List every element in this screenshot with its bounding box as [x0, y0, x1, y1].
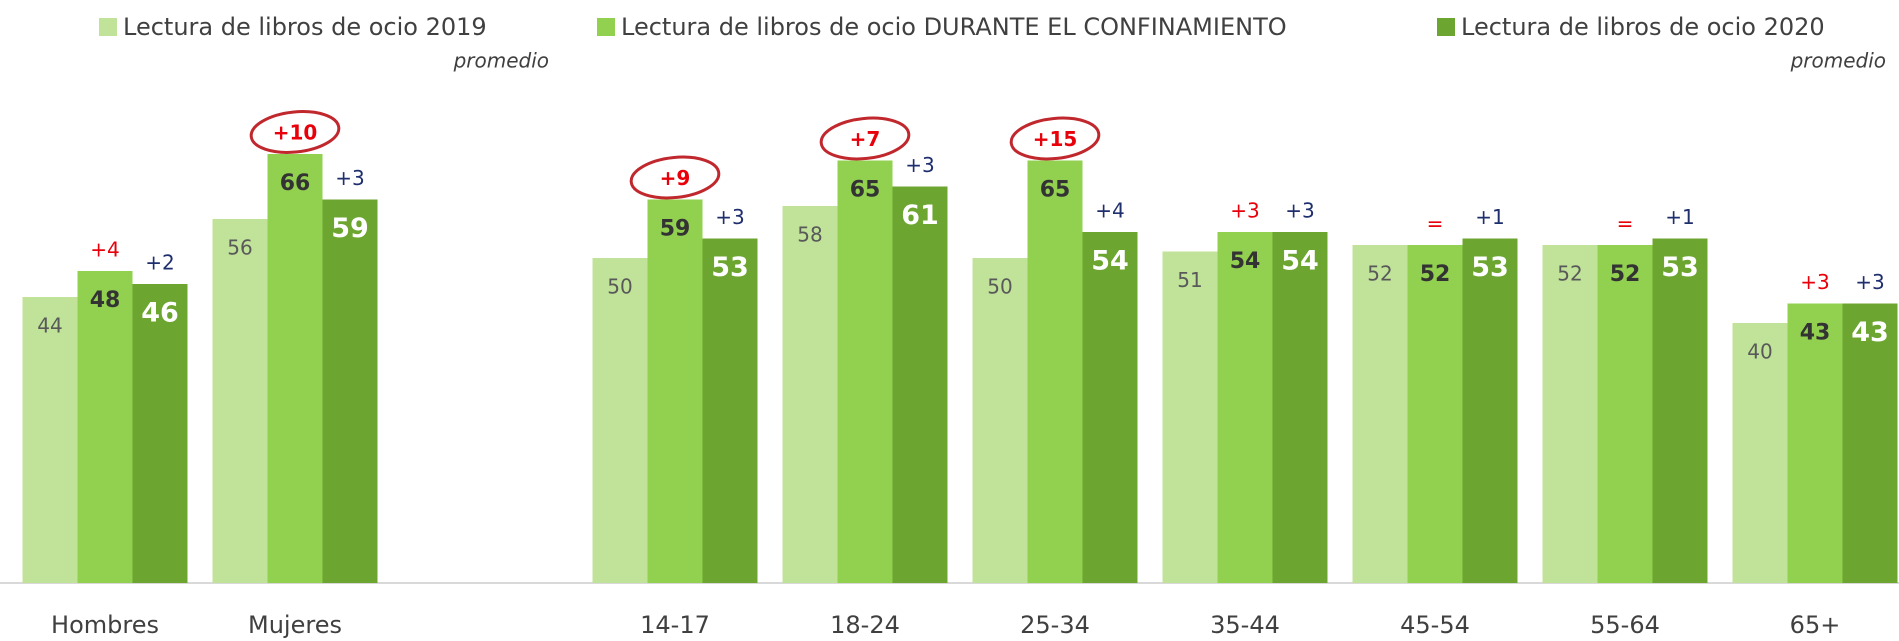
category-label: 18-24: [830, 611, 900, 639]
highlight-circle: [629, 155, 721, 200]
value-label: 54: [1281, 246, 1319, 277]
value-label: 43: [1800, 321, 1831, 346]
legend-label: Lectura de libros de ocio 2020: [1461, 13, 1825, 41]
diff-label: +15: [1033, 127, 1078, 151]
legend-label: Lectura de libros de ocio DURANTE EL CON…: [621, 13, 1287, 41]
bar: [1027, 160, 1083, 583]
value-label: 51: [1177, 268, 1202, 292]
value-label: 53: [1661, 252, 1699, 283]
diff-label: +3: [905, 153, 934, 177]
value-label: 52: [1557, 262, 1582, 286]
diff-label: +3: [1800, 270, 1829, 294]
bar: [1162, 251, 1218, 583]
legend-note: promedio: [453, 49, 549, 73]
diff-label: +3: [1230, 199, 1259, 223]
category-label: Hombres: [51, 611, 159, 639]
value-label: 65: [850, 178, 881, 203]
bar: [592, 258, 648, 583]
diff-label: =: [1427, 212, 1444, 236]
bar: [1597, 245, 1653, 583]
bar: [837, 160, 893, 583]
value-label: 46: [141, 298, 179, 329]
bar: [1272, 232, 1328, 583]
value-label: 40: [1747, 340, 1772, 364]
diff-label: =: [1617, 212, 1634, 236]
legend-swatch: [1437, 18, 1455, 36]
highlight-circle: [1009, 116, 1101, 161]
bar: [322, 199, 378, 583]
bar: [1217, 232, 1273, 583]
diff-label: +2: [145, 251, 174, 275]
highlight-circle: [249, 110, 341, 154]
diff-label: +10: [273, 121, 318, 145]
value-label: 65: [1040, 178, 1071, 203]
diff-label: +4: [90, 238, 119, 262]
bar: [1407, 245, 1463, 583]
category-label: 35-44: [1210, 611, 1280, 639]
value-label: 59: [660, 217, 691, 242]
legend-note: promedio: [1790, 49, 1886, 73]
bar: [1652, 238, 1708, 583]
bar: [972, 258, 1028, 583]
diff-label: +1: [1665, 205, 1694, 229]
bar: [132, 284, 188, 583]
bar: [1082, 232, 1138, 583]
category-label: 25-34: [1020, 611, 1090, 639]
legend-label: Lectura de libros de ocio 2019: [123, 13, 487, 41]
category-label: 45-54: [1400, 611, 1470, 639]
bar: [77, 271, 133, 583]
value-label: 52: [1610, 262, 1641, 287]
diff-label: +3: [715, 205, 744, 229]
diff-label: +3: [1285, 199, 1314, 223]
highlight-circle: [819, 116, 911, 161]
value-label: 48: [90, 288, 121, 313]
value-label: 52: [1367, 262, 1392, 286]
bar: [647, 199, 703, 583]
value-label: 59: [331, 213, 369, 244]
value-label: 66: [280, 171, 311, 196]
bar: [212, 219, 268, 583]
value-label: 52: [1420, 262, 1451, 287]
bar: [1842, 303, 1898, 583]
bar: [892, 186, 948, 583]
bar: [1352, 245, 1408, 583]
legend-swatch: [597, 18, 615, 36]
bar: [1787, 303, 1843, 583]
value-label: 43: [1851, 317, 1889, 348]
value-label: 50: [607, 275, 632, 299]
value-label: 54: [1230, 249, 1261, 274]
diff-label: +7: [850, 127, 881, 151]
value-label: 61: [901, 200, 939, 231]
diff-label: +4: [1095, 199, 1124, 223]
bar: [1732, 323, 1788, 583]
bar: [267, 154, 323, 583]
value-label: 50: [987, 275, 1012, 299]
value-label: 44: [37, 314, 62, 338]
value-label: 54: [1091, 246, 1129, 277]
category-label: Mujeres: [248, 611, 342, 639]
bar: [22, 297, 78, 583]
value-label: 56: [227, 236, 252, 260]
diff-label: +9: [660, 166, 691, 190]
category-label: 14-17: [640, 611, 710, 639]
value-label: 53: [711, 252, 749, 283]
legend-swatch: [99, 18, 117, 36]
bar: [702, 238, 758, 583]
bar: [782, 206, 838, 583]
category-label: 55-64: [1590, 611, 1660, 639]
category-label: 65+: [1790, 611, 1841, 639]
value-label: 58: [797, 223, 822, 247]
value-label: 53: [1471, 252, 1509, 283]
diff-label: +3: [335, 166, 364, 190]
bar: [1462, 238, 1518, 583]
diff-label: +1: [1475, 205, 1504, 229]
bar: [1542, 245, 1598, 583]
diff-label: +3: [1855, 270, 1884, 294]
